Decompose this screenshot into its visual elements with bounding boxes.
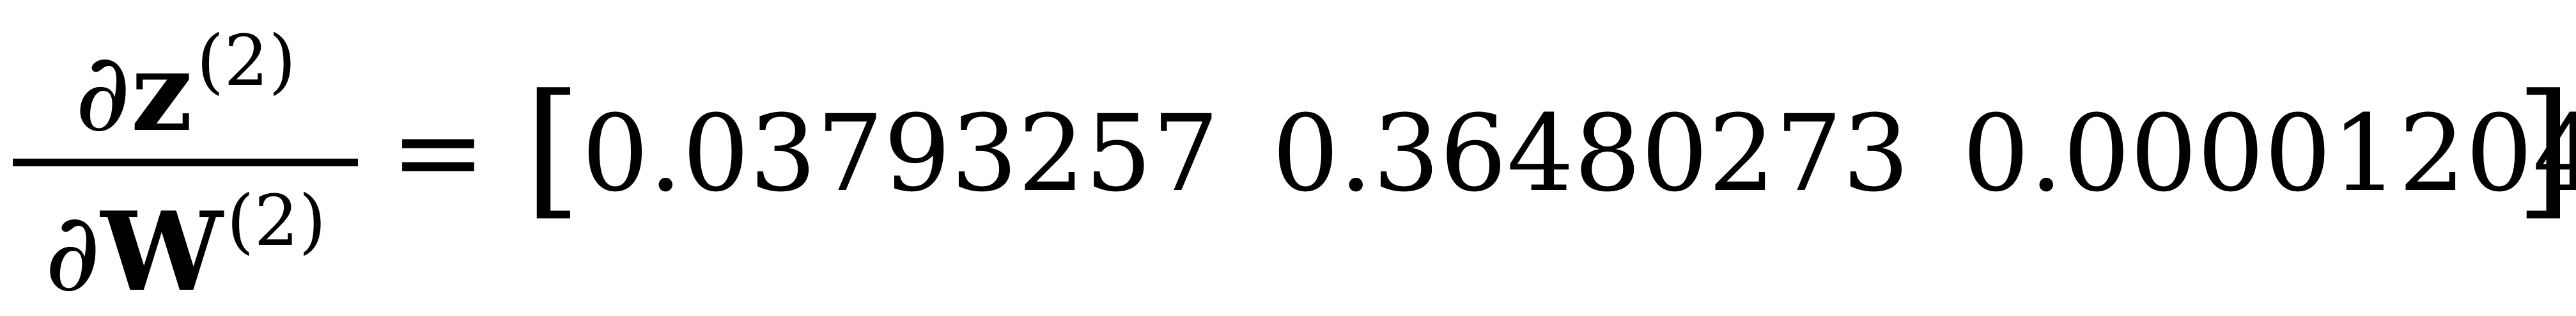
matrix-entry-1: 0.03793257 — [582, 92, 1220, 215]
numerator-variable: z — [130, 28, 193, 156]
numerator-partial-symbol: ∂ — [74, 29, 131, 156]
fraction-numerator: ∂z(2) — [13, 26, 358, 147]
left-bracket: [ — [524, 63, 582, 234]
matrix-entry-2: 0.36480273 — [1272, 92, 1910, 215]
matrix-entry-3: 0.00001204 — [1962, 92, 2576, 215]
denominator-partial-symbol: ∂ — [44, 189, 101, 316]
right-bracket: ] — [2515, 63, 2573, 234]
equals-sign: = — [390, 85, 486, 219]
denominator-variable: W — [100, 188, 223, 316]
denominator-superscript: (2) — [226, 180, 327, 262]
fraction-bar — [13, 159, 358, 166]
fraction-denominator: ∂W(2) — [13, 186, 358, 307]
numerator-superscript: (2) — [196, 20, 297, 102]
partial-derivative-fraction: ∂z(2) ∂W(2) — [13, 0, 358, 313]
